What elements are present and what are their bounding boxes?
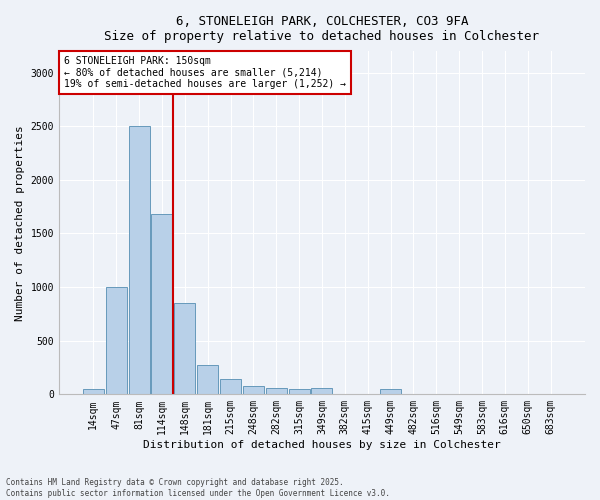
Bar (83, 389, 104, 394)
Bar (220, 380, 241, 394)
Bar (243, 386, 264, 394)
Bar (151, 214, 172, 394)
X-axis label: Distribution of detached houses by size in Colchester: Distribution of detached houses by size … (143, 440, 501, 450)
Text: Contains HM Land Registry data © Crown copyright and database right 2025.
Contai: Contains HM Land Registry data © Crown c… (6, 478, 390, 498)
Bar (266, 388, 287, 394)
Bar (311, 388, 332, 394)
Bar (289, 389, 310, 394)
Text: 6 STONELEIGH PARK: 150sqm
← 80% of detached houses are smaller (5,214)
19% of se: 6 STONELEIGH PARK: 150sqm ← 80% of detac… (64, 56, 346, 90)
Bar (106, 287, 127, 395)
Bar (380, 389, 401, 394)
Title: 6, STONELEIGH PARK, COLCHESTER, CO3 9FA
Size of property relative to detached ho: 6, STONELEIGH PARK, COLCHESTER, CO3 9FA … (104, 15, 539, 43)
Bar (197, 366, 218, 394)
Bar (128, 126, 149, 394)
Bar (174, 303, 196, 394)
Y-axis label: Number of detached properties: Number of detached properties (15, 125, 25, 320)
